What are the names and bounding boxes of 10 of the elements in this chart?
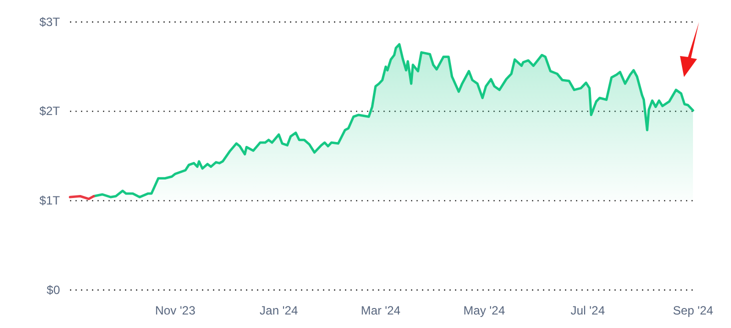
x-tick-label: Mar '24 [360,304,401,318]
x-tick-label: Jan '24 [260,304,298,318]
y-tick-label: $2T [39,104,61,118]
x-tick-label: Jul '24 [570,304,606,318]
x-tick-label: Nov '23 [155,304,196,318]
y-tick-label: $3T [39,14,61,29]
x-tick-label: Sep '24 [672,304,714,318]
y-tick-label: $1T [39,194,61,208]
y-tick-label: $0 [46,282,60,297]
x-tick-label: May '24 [463,304,506,318]
